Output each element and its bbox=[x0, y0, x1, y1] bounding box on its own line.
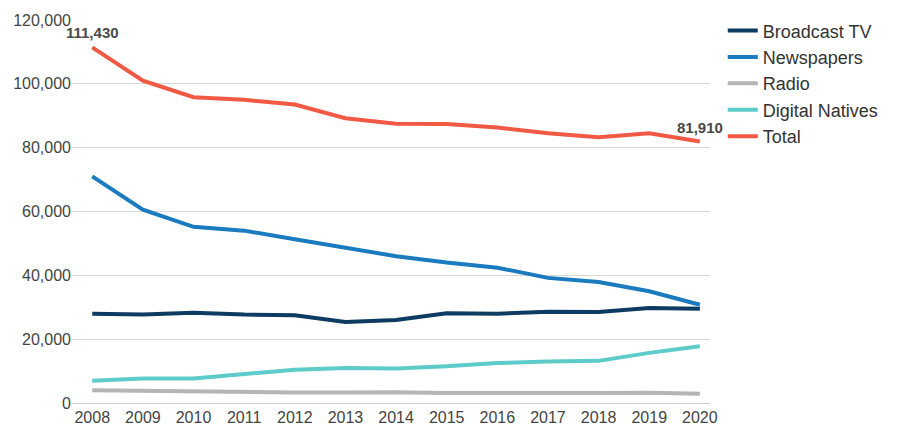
svg-text:2018: 2018 bbox=[581, 409, 617, 426]
svg-text:40,000: 40,000 bbox=[22, 267, 71, 284]
svg-text:60,000: 60,000 bbox=[22, 203, 71, 220]
svg-text:0: 0 bbox=[62, 395, 71, 412]
svg-text:2008: 2008 bbox=[74, 409, 110, 426]
svg-text:2015: 2015 bbox=[429, 409, 465, 426]
svg-text:Radio: Radio bbox=[763, 74, 810, 94]
svg-text:Newspapers: Newspapers bbox=[763, 48, 863, 68]
svg-text:2010: 2010 bbox=[176, 409, 212, 426]
svg-text:120,000: 120,000 bbox=[13, 12, 71, 29]
svg-text:2019: 2019 bbox=[631, 409, 667, 426]
svg-text:2017: 2017 bbox=[530, 409, 566, 426]
svg-text:Total: Total bbox=[763, 127, 801, 147]
svg-text:111,430: 111,430 bbox=[66, 24, 119, 41]
svg-text:Digital Natives: Digital Natives bbox=[763, 101, 878, 121]
svg-text:2012: 2012 bbox=[277, 409, 313, 426]
svg-text:100,000: 100,000 bbox=[13, 75, 71, 92]
svg-text:80,000: 80,000 bbox=[22, 139, 71, 156]
svg-text:2013: 2013 bbox=[328, 409, 364, 426]
svg-text:20,000: 20,000 bbox=[22, 331, 71, 348]
svg-text:2016: 2016 bbox=[480, 409, 516, 426]
svg-text:2014: 2014 bbox=[378, 409, 414, 426]
svg-text:81,910: 81,910 bbox=[677, 119, 723, 136]
svg-text:2009: 2009 bbox=[125, 409, 161, 426]
svg-text:2011: 2011 bbox=[227, 409, 262, 426]
svg-text:Broadcast TV: Broadcast TV bbox=[763, 22, 872, 42]
svg-text:2020: 2020 bbox=[682, 409, 718, 426]
